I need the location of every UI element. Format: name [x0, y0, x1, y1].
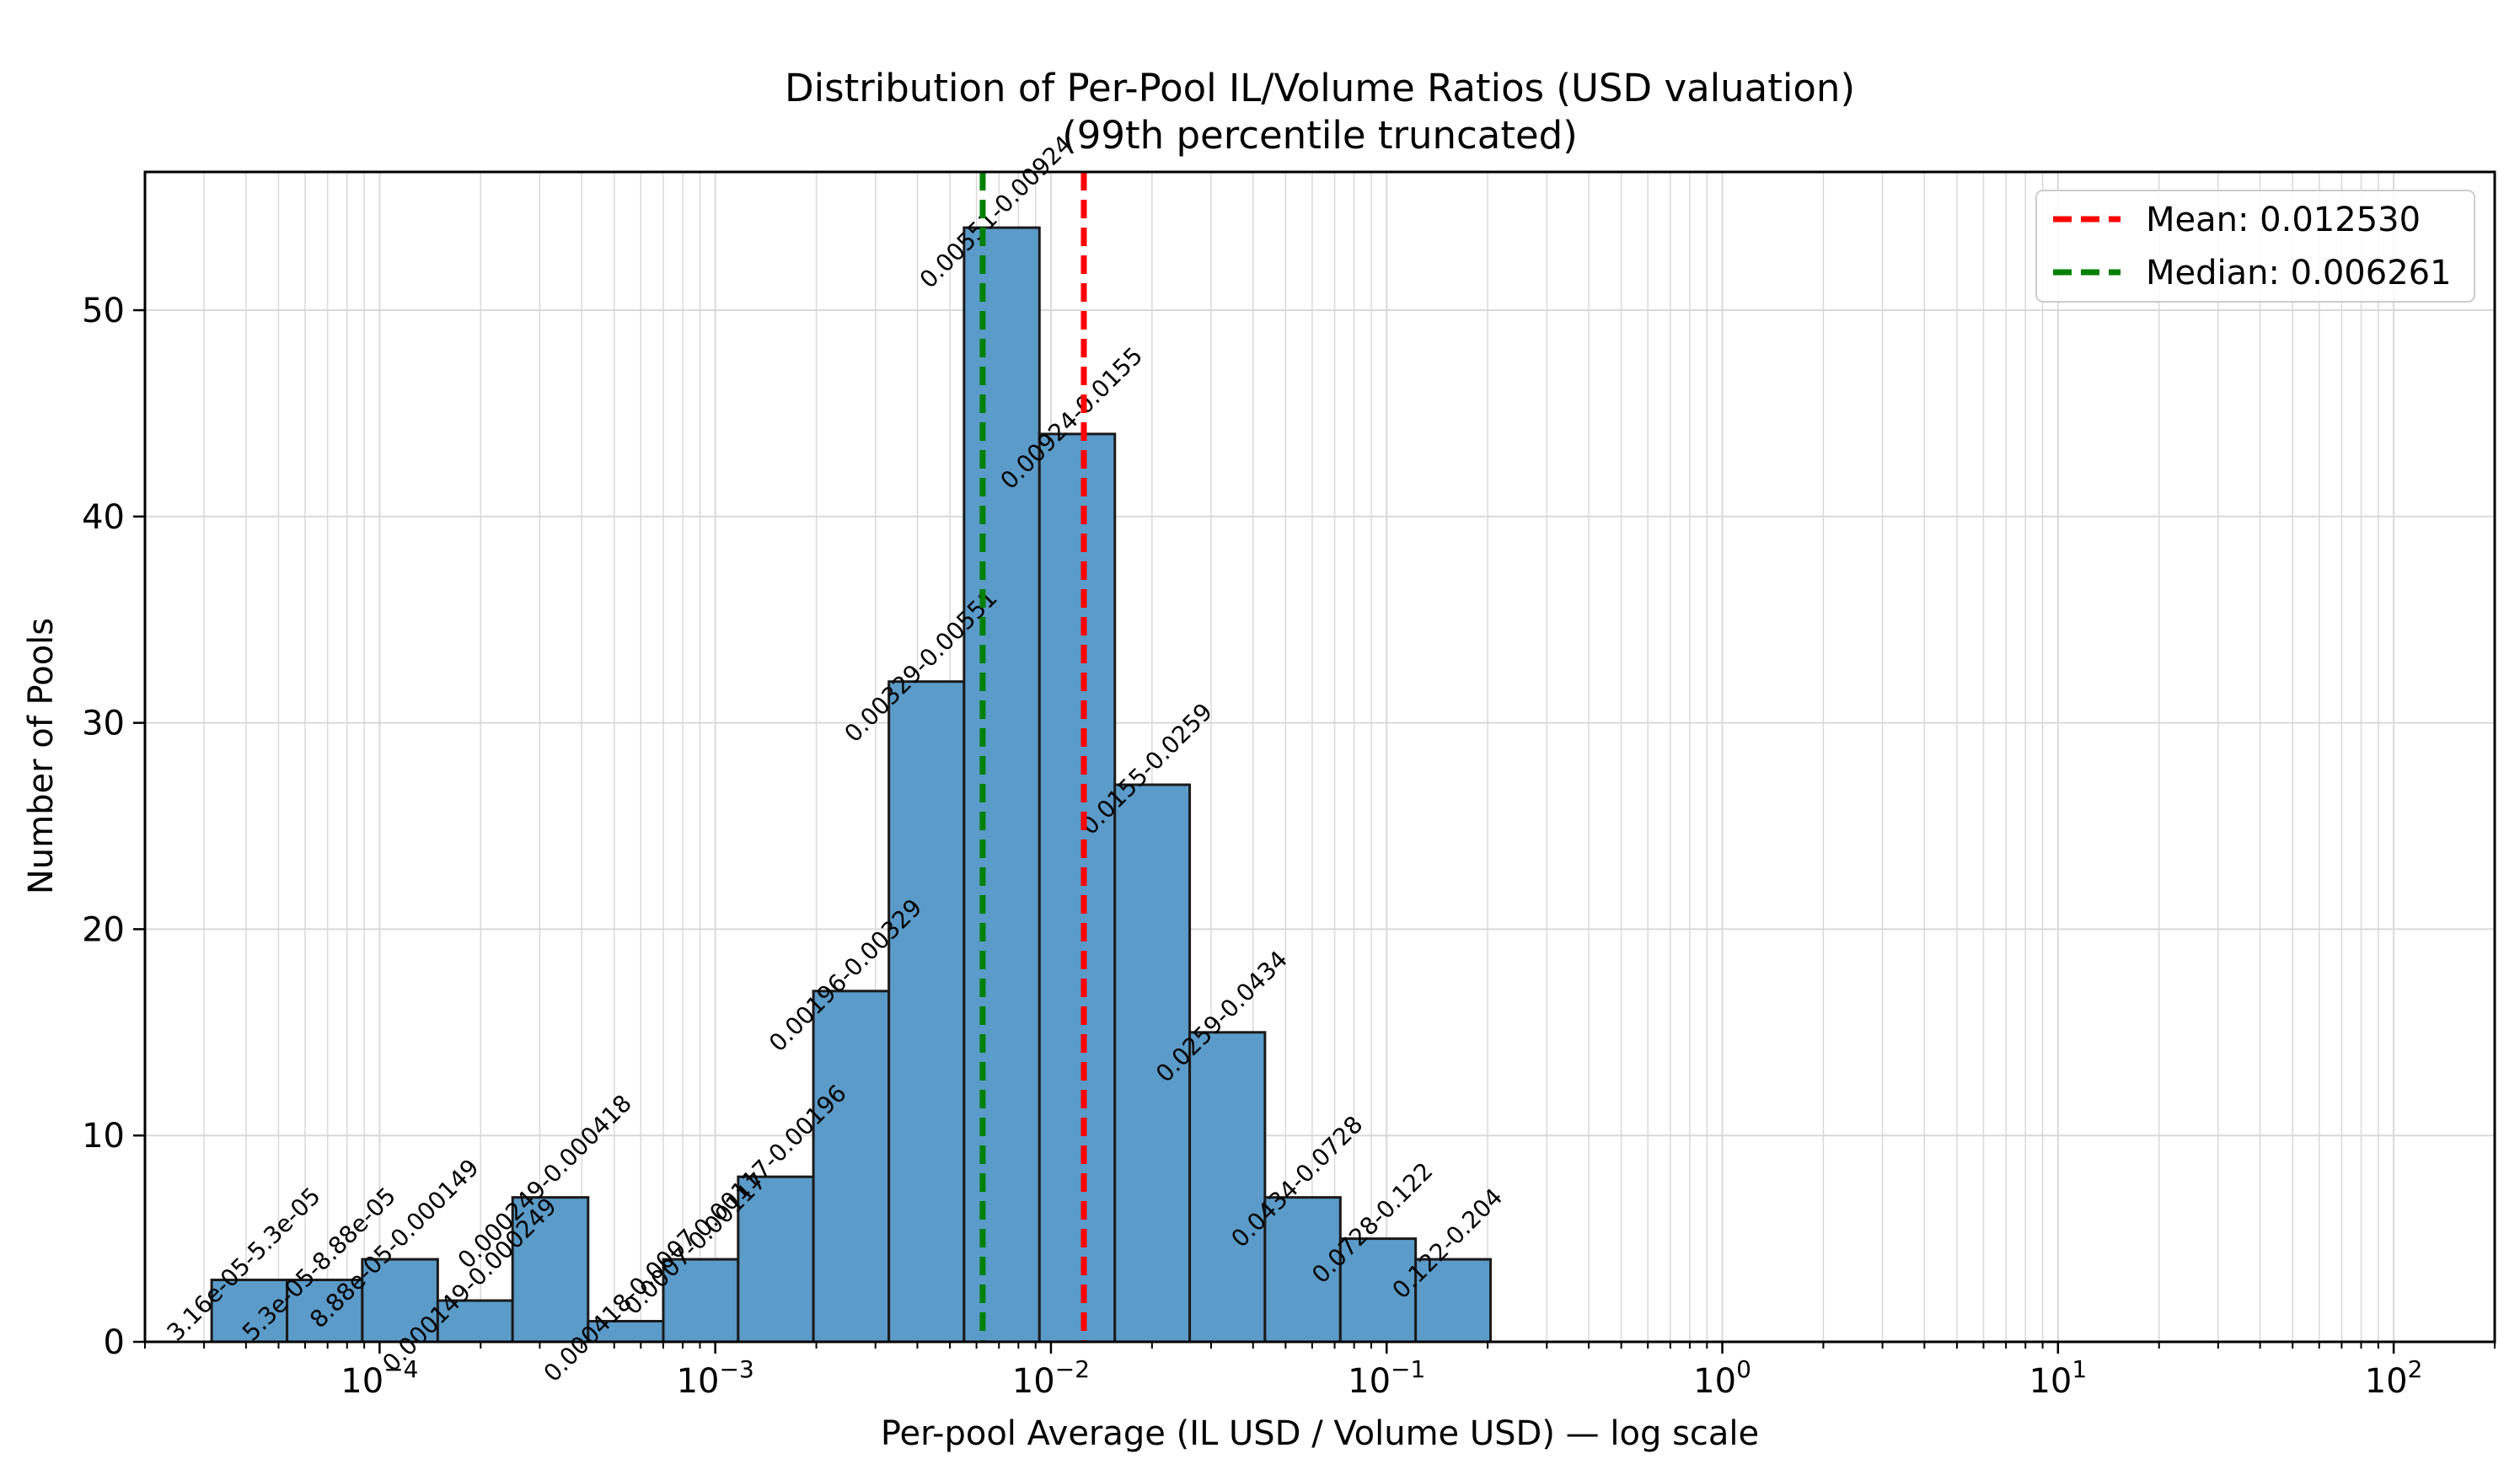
x-tick-label: 102: [2365, 1355, 2423, 1401]
legend-box: [2035, 190, 2475, 303]
x-axis-label: Per-pool Average (IL USD / Volume USD) —…: [881, 1414, 1759, 1453]
y-tick-label: 0: [104, 1323, 125, 1362]
histogram-bar: [361, 1258, 439, 1344]
x-tick-label: 100: [1693, 1355, 1751, 1401]
histogram-bar: [1188, 1031, 1267, 1344]
y-tick-label: 30: [82, 705, 125, 743]
x-tick-label: 10−4: [340, 1355, 418, 1401]
x-tick-label: 10−1: [1348, 1355, 1425, 1401]
histogram-bar: [662, 1258, 740, 1344]
histogram-bar: [1414, 1258, 1493, 1344]
histogram-bar: [436, 1299, 514, 1344]
y-tick-label: 10: [82, 1117, 125, 1156]
histogram-bar: [1338, 1237, 1418, 1344]
y-tick-label: 20: [82, 910, 125, 949]
legend-median-label: Median: 0.006261: [2146, 254, 2452, 292]
histogram-bar: [587, 1320, 665, 1344]
x-tick-label: 10−3: [677, 1355, 754, 1401]
y-axis-label: Number of Pools: [22, 618, 61, 894]
legend-mean-label: Mean: 0.012530: [2146, 201, 2421, 239]
y-tick-label: 40: [82, 498, 125, 537]
histogram-bar: [962, 226, 1041, 1344]
x-tick-label: 10−2: [1012, 1355, 1090, 1401]
plot-area: 3.16e-05-5.3e-055.3e-05-8.88e-058.88e-05…: [82, 130, 2496, 1401]
histogram-bar: [887, 680, 966, 1344]
axes-frame: [143, 170, 2496, 1344]
histogram-bar: [812, 990, 891, 1344]
chart-title-line1: Distribution of Per-Pool IL/Volume Ratio…: [785, 66, 1855, 110]
histogram-bar: [1037, 432, 1117, 1344]
histogram-bar: [511, 1196, 590, 1344]
histogram-bar: [1263, 1196, 1342, 1344]
histogram-bar: [210, 1279, 289, 1344]
chart-title-line2: (99th percentile truncated): [1062, 113, 1578, 158]
y-tick-label: 50: [82, 292, 125, 330]
x-tick-label: 101: [2029, 1355, 2087, 1401]
